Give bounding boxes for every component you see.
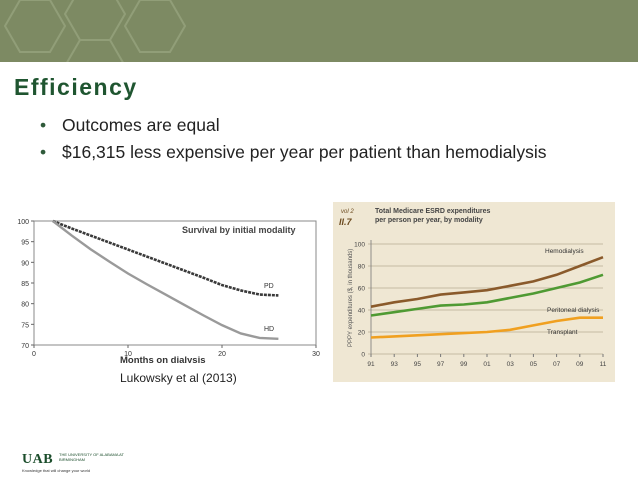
y-tick-label: 0 [361,352,365,359]
y-tick-label: 95 [21,240,29,247]
y-tick-label: 20 [358,330,366,337]
x-tick-label: 11 [600,361,607,368]
survival-chart: 100 95 90 85 80 75 70 0 10 20 30 Survival by init… [17,219,320,363]
tagline: Knowledge that will change your world [22,468,91,473]
x-tick-label: 0 [32,351,36,358]
panel-label: vol 2 [341,209,354,215]
y-tick-label: 70 [21,343,29,350]
series-line-1 [370,273,604,317]
hexagon-pattern [3,0,187,62]
x-tick-label: 07 [553,361,561,368]
x-tick-label: 93 [391,361,399,368]
chart-title-line2: per person per year, by modality [375,217,483,224]
y-tick-label: 80 [21,302,29,309]
y-tick-label: 60 [358,286,366,293]
x-tick-label: 99 [460,361,468,368]
x-axis-label: Months on dialysis [120,355,206,363]
hexagon-shape [123,0,187,53]
y-axis-label: PPPY expenditures ($, in thousands) [348,249,354,347]
citation: Lukowsky et al (2013) [120,371,237,385]
bullet-item: Outcomes are equal [40,114,560,137]
slide-title: Efficiency [14,74,138,100]
series-line-pd [52,219,279,297]
uab-logo: UAB [22,452,54,467]
y-tick-label: 90 [21,260,29,267]
series-line-2 [370,316,603,339]
panel-number: II.7 [339,217,353,227]
series-label-peritoneal: Peritoneal dialysis [547,307,600,314]
footer: UAB THE UNIVERSITY OF ALABAMA AT BIRMING… [22,452,124,473]
series-label-transplant: Transplant [547,329,578,336]
chart-title-line1: Total Medicare ESRD expenditures [375,208,491,215]
hexagon-shape [66,39,124,62]
y-tick-label: 40 [358,308,366,315]
x-tick-label: 95 [414,361,422,368]
series-label-hd: HD [264,326,274,333]
x-tick-label: 30 [312,351,320,358]
y-tick-label: 75 [21,322,29,329]
bullet-list: Outcomes are equal $16,315 less expensiv… [40,114,560,168]
series-line-hd [52,220,279,340]
y-tick-label: 85 [21,281,29,288]
x-tick-label: 01 [483,361,491,368]
y-tick-label: 100 [354,242,365,249]
x-tick-label: 05 [530,361,538,368]
university-name: THE UNIVERSITY OF ALABAMA AT BIRMINGHAM [59,452,124,462]
hexagon-shape [63,0,127,41]
x-tick-label: 20 [218,351,226,358]
y-tick-label: 100 [17,219,29,226]
series-label-hemodialysis: Hemodialysis [545,248,584,255]
x-tick-label: 10 [124,351,132,358]
x-tick-label: 03 [507,361,515,368]
chart-title: Survival by initial modality [182,225,296,235]
hexagon-shape [3,0,67,53]
series-label-pd: PD [264,283,274,290]
x-tick-label: 91 [367,361,375,368]
x-tick-label: 09 [576,361,584,368]
bullet-item: $16,315 less expensive per year per pati… [40,141,560,164]
y-tick-label: 80 [358,264,366,271]
x-tick-label: 97 [437,361,445,368]
header-band [0,0,638,62]
expenditure-chart: vol 2 II.7 Total Medicare ESRD expenditu… [333,202,615,382]
series-line-0 [370,255,604,308]
